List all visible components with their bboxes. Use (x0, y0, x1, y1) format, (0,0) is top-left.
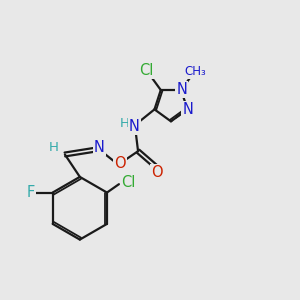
Text: F: F (27, 185, 35, 200)
Text: O: O (152, 165, 163, 180)
Text: H: H (49, 141, 58, 154)
Text: CH₃: CH₃ (184, 65, 206, 78)
Text: N: N (129, 119, 140, 134)
Text: O: O (115, 156, 126, 171)
Text: Cl: Cl (121, 175, 136, 190)
Text: N: N (183, 102, 194, 117)
Text: H: H (120, 117, 130, 130)
Text: N: N (94, 140, 105, 155)
Text: Cl: Cl (140, 63, 154, 78)
Text: N: N (176, 82, 187, 97)
